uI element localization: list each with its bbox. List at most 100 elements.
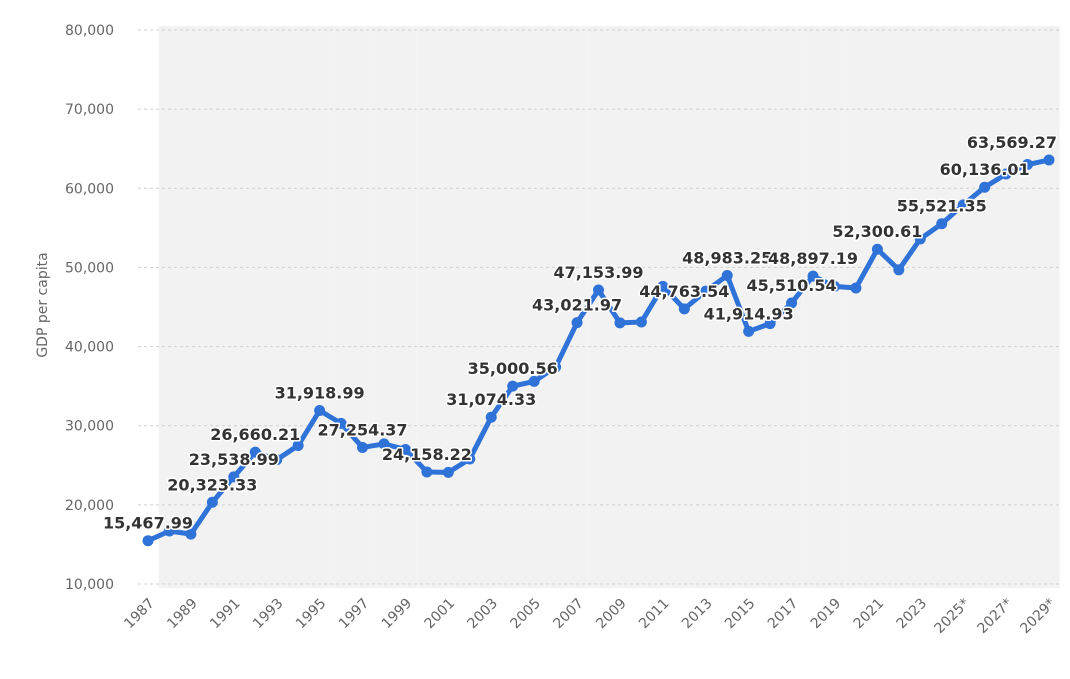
y-tick-label: 30,000 — [65, 419, 114, 435]
data-point — [249, 446, 261, 458]
year-band — [459, 26, 502, 588]
data-point — [700, 285, 712, 297]
data-point — [721, 269, 733, 281]
x-tick-label: 2021 — [851, 596, 888, 633]
x-tick-label: 1995 — [293, 596, 330, 633]
x-tick-label: 2025* — [932, 596, 973, 637]
x-tick-label: 1991 — [207, 596, 244, 633]
data-point — [185, 528, 197, 540]
x-tick-label: 2027* — [974, 596, 1015, 637]
data-point — [378, 438, 390, 450]
y-tick-label: 10,000 — [65, 577, 114, 593]
data-point — [593, 284, 604, 296]
x-tick-label: 2013 — [679, 596, 716, 633]
year-band — [416, 26, 460, 588]
year-band — [158, 26, 202, 588]
data-point — [442, 466, 454, 478]
data-label: 27,254.37 — [317, 420, 407, 439]
data-point — [335, 417, 347, 429]
data-point — [163, 525, 175, 537]
x-tick-label: 1993 — [250, 596, 287, 633]
x-tick-label: 1999 — [379, 596, 416, 633]
x-tick-label: 2015 — [722, 596, 759, 633]
x-tick-label: 2019 — [808, 596, 845, 633]
y-tick-label: 70,000 — [65, 102, 114, 118]
data-point — [421, 466, 433, 478]
data-point — [957, 199, 969, 211]
x-tick-label: 2023 — [894, 596, 931, 633]
data-label: 63,569.27 — [967, 133, 1057, 152]
y-tick-label: 20,000 — [65, 498, 114, 514]
data-point — [893, 264, 905, 276]
data-label: 48,983.25 — [682, 248, 772, 267]
data-point — [142, 535, 154, 547]
x-tick-label: 1997 — [336, 596, 373, 633]
data-point — [271, 454, 283, 466]
data-labels: 15,467.99 20,323.33 23,538.99 26,660.21 31,9… — [101, 132, 1058, 535]
x-tick-label: 2003 — [465, 596, 502, 633]
data-label: 43,021.97 — [532, 296, 622, 315]
data-label: 20,323.33 — [167, 475, 257, 494]
series-points — [142, 154, 1055, 547]
data-label: 15,467.99 — [103, 514, 193, 533]
data-point — [657, 280, 669, 292]
data-point — [292, 440, 304, 451]
data-point — [614, 317, 626, 329]
data-point — [914, 233, 926, 245]
data-label: 48,897.19 — [768, 249, 858, 268]
year-band — [501, 26, 545, 588]
data-label: 52,300.61 — [832, 222, 922, 241]
data-point — [635, 316, 647, 328]
data-point — [357, 441, 369, 453]
data-point — [1000, 168, 1012, 180]
data-point — [464, 453, 476, 465]
x-tick-label: 2017 — [765, 596, 802, 633]
data-label: 41,914.93 — [704, 304, 794, 323]
data-point — [828, 280, 840, 292]
data-point — [399, 443, 411, 455]
x-tick-label: 2005 — [507, 596, 544, 633]
data-point — [979, 181, 991, 193]
year-band — [201, 26, 245, 588]
year-band — [973, 26, 1017, 588]
year-band — [330, 26, 374, 588]
data-point — [206, 496, 218, 508]
data-point — [743, 325, 755, 337]
x-axis-tick-labels: 1987 1989 1991 1993 1995 1997 1999 2001 2003 2005… — [121, 596, 1059, 637]
data-point — [807, 270, 819, 282]
data-point — [550, 361, 562, 373]
y-tick-label: 80,000 — [65, 23, 114, 39]
data-point — [678, 303, 690, 315]
data-point — [1043, 154, 1055, 166]
data-label: 35,000.56 — [468, 359, 558, 378]
y-axis-tick-labels: 10,000 20,000 30,000 40,000 50,000 60,000 70,0… — [65, 23, 114, 593]
data-point — [571, 317, 583, 329]
data-point — [936, 218, 948, 230]
x-tick-label: 1987 — [121, 596, 158, 633]
data-label: 45,510.54 — [747, 276, 837, 295]
year-band — [888, 26, 932, 588]
data-label: 47,153.99 — [553, 263, 643, 282]
alternating-year-bands — [158, 26, 1060, 588]
x-tick-label: 2029* — [1017, 596, 1058, 637]
y-tick-label: 50,000 — [65, 260, 114, 276]
x-tick-label: 2011 — [636, 596, 673, 633]
year-band — [931, 26, 974, 588]
year-band — [287, 26, 331, 588]
x-tick-label: 1989 — [164, 596, 201, 633]
year-band — [845, 26, 889, 588]
data-point — [314, 405, 326, 417]
data-label: 60,136.01 — [940, 160, 1030, 179]
data-label: 44,763.54 — [639, 282, 729, 301]
data-point — [1022, 159, 1034, 171]
year-band — [1016, 26, 1060, 588]
data-point — [786, 297, 798, 309]
data-label: 24,158.22 — [382, 445, 472, 464]
x-tick-label: 2001 — [422, 596, 459, 633]
y-axis-title: GDP per capita — [35, 252, 51, 357]
y-tick-label: 60,000 — [65, 181, 114, 197]
year-band — [373, 26, 417, 588]
x-tick-label: 2009 — [593, 596, 630, 633]
